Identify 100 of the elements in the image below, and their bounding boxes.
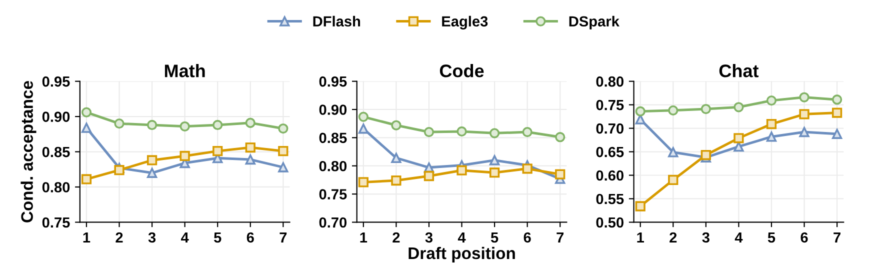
point <box>522 126 532 138</box>
y-tick-label: 0.70 <box>596 123 624 134</box>
chart-title: Code <box>440 64 484 78</box>
point <box>635 201 646 212</box>
point <box>245 118 256 128</box>
point <box>734 142 744 152</box>
x-tick-label: 2 <box>670 232 677 243</box>
point <box>799 109 810 120</box>
y-tick-label: 0.70 <box>319 217 347 228</box>
point <box>766 95 777 106</box>
x-tick-label: 2 <box>392 232 400 243</box>
point <box>180 121 190 132</box>
y-tick-label: 0.75 <box>596 100 624 110</box>
point <box>456 165 467 176</box>
x-tick-label: 1 <box>360 232 368 243</box>
point <box>114 118 124 129</box>
point <box>212 146 223 156</box>
x-tick-label: 6 <box>524 232 531 243</box>
point <box>358 177 368 188</box>
point <box>424 170 434 182</box>
point <box>81 122 92 133</box>
point <box>391 120 402 130</box>
point <box>358 124 368 134</box>
point <box>668 174 678 186</box>
y-tick-label: 0.75 <box>42 217 70 228</box>
x-tick-label: 6 <box>246 232 254 243</box>
point <box>146 155 158 166</box>
point <box>635 106 646 116</box>
x-tick-label: 5 <box>214 232 222 243</box>
point <box>555 132 566 142</box>
point <box>146 168 158 178</box>
point <box>278 123 288 134</box>
x-axis-title: Draft position <box>408 246 515 262</box>
point <box>358 112 368 122</box>
y-tick-label: 0.80 <box>319 160 347 172</box>
y-tick-label: 0.80 <box>42 182 70 192</box>
chart-title: Math <box>164 64 205 78</box>
point <box>668 105 678 116</box>
x-tick-label: 7 <box>556 232 564 243</box>
point <box>146 120 158 130</box>
point <box>489 128 500 138</box>
point <box>489 155 500 166</box>
point <box>522 164 532 174</box>
point <box>114 165 124 176</box>
point <box>456 126 467 137</box>
x-tick-label: 2 <box>116 232 123 243</box>
point <box>245 142 256 153</box>
y-tick-label: 0.65 <box>596 146 624 158</box>
point <box>81 107 92 118</box>
x-tick-label: 1 <box>83 232 90 243</box>
point <box>832 108 842 118</box>
x-tick-label: 1 <box>637 232 644 243</box>
x-tick-label: 5 <box>490 232 498 243</box>
x-tick-label: 4 <box>734 232 743 243</box>
point <box>668 147 678 158</box>
point <box>799 92 810 102</box>
point <box>832 128 842 139</box>
point <box>766 132 777 142</box>
y-tick-label: 0.85 <box>319 132 347 144</box>
x-tick-label: 3 <box>148 232 156 243</box>
y-tick-label: 0.90 <box>42 112 70 122</box>
point <box>391 152 402 164</box>
point <box>832 94 842 105</box>
point <box>424 126 434 138</box>
point <box>391 175 402 186</box>
y-tick-label: 0.55 <box>596 194 624 204</box>
y-tick-label: 0.95 <box>319 76 347 87</box>
legend-label: DFlash <box>313 16 360 27</box>
y-tick-label: 0.80 <box>596 76 624 87</box>
point <box>278 162 288 172</box>
point <box>278 146 288 156</box>
x-tick-label: 3 <box>702 232 710 243</box>
y-axis-title: Cond. acceptance <box>20 81 36 222</box>
x-tick-label: 7 <box>834 232 840 243</box>
legend-label: Eagle3 <box>442 16 488 30</box>
x-tick-label: 6 <box>800 232 808 243</box>
point <box>81 174 92 184</box>
y-tick-label: 0.75 <box>319 189 347 200</box>
x-tick-label: 4 <box>180 232 189 243</box>
chart-title: Chat <box>719 64 759 78</box>
point <box>245 154 256 165</box>
point <box>180 150 190 162</box>
point <box>734 133 744 144</box>
y-tick-label: 0.90 <box>319 104 347 115</box>
point <box>799 126 810 138</box>
y-tick-label: 0.85 <box>42 146 70 158</box>
point <box>700 104 711 114</box>
legend-label: DSpark <box>569 16 620 30</box>
point <box>766 118 777 130</box>
point <box>734 102 744 112</box>
x-tick-label: 3 <box>425 232 433 243</box>
point <box>489 168 500 178</box>
x-tick-label: 5 <box>768 232 776 243</box>
y-tick-label: 0.50 <box>596 217 624 228</box>
point <box>212 120 223 130</box>
point <box>555 169 566 180</box>
y-tick-label: 0.95 <box>42 76 70 87</box>
x-tick-label: 4 <box>458 232 466 243</box>
y-tick-label: 0.60 <box>596 170 624 181</box>
x-tick-label: 7 <box>280 232 287 243</box>
